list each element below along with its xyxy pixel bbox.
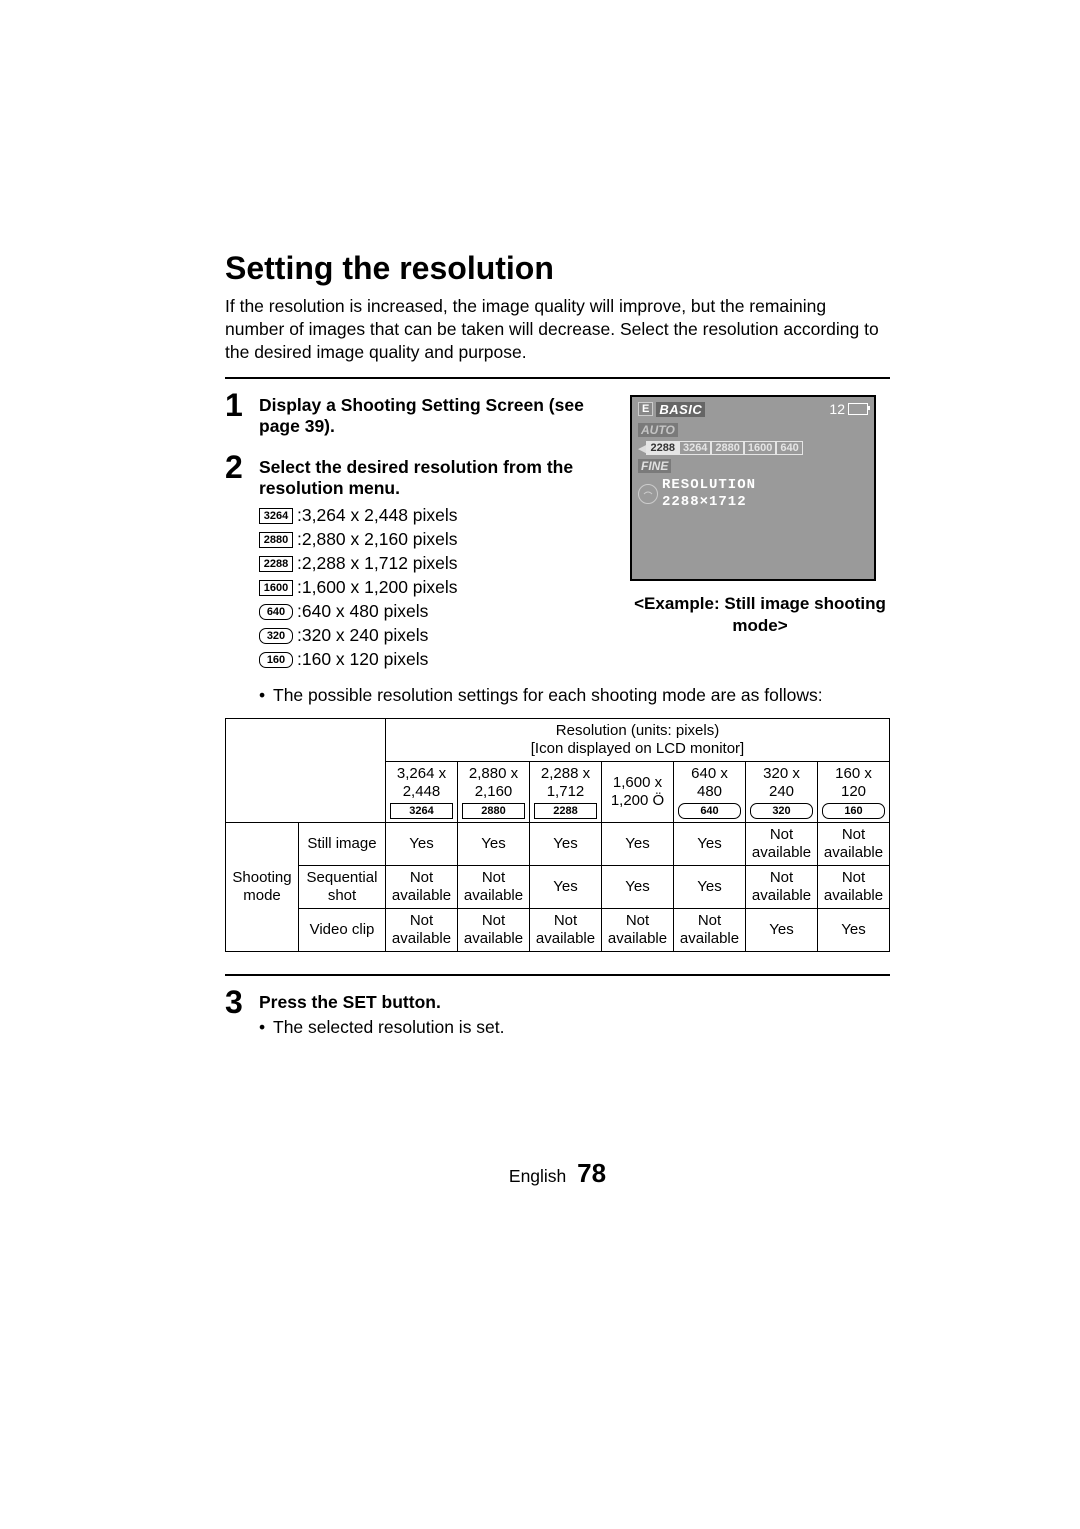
lcd-circle-icon <box>638 484 658 504</box>
resolution-label: 2,880 x 2,160 pixels <box>302 529 458 550</box>
resolution-label: 160 x 120 pixels <box>302 649 428 670</box>
table-column-header: 2,880 x2,1602880 <box>458 762 530 823</box>
resolution-label: 320 x 240 pixels <box>302 625 428 646</box>
table-column-header: 320 x240320 <box>746 762 818 823</box>
step-2-number: 2 <box>225 451 259 483</box>
lcd-resolution-chip: 1600 <box>744 441 776 455</box>
lcd-resolution-chip: 3264 <box>679 441 711 455</box>
table-cell: Yes <box>602 823 674 866</box>
lcd-resolution-label: RESOLUTION <box>662 477 756 494</box>
table-cell: Notavailable <box>530 909 602 952</box>
lcd-resolution-chip: 2880 <box>711 441 743 455</box>
resolution-icon: 2880 <box>259 532 293 548</box>
resolution-icon: 160 <box>259 652 293 668</box>
resolution-icon: 3264 <box>259 508 293 524</box>
resolution-label: 2,288 x 1,712 pixels <box>302 553 458 574</box>
lcd-resolution-value: 2288×1712 <box>662 494 756 511</box>
resolution-icon: 1600 <box>259 580 293 596</box>
table-row-label: Still image <box>299 823 386 866</box>
step-1-text: Display a Shooting Setting Screen (see p… <box>259 395 584 436</box>
table-column-header: 2,288 x1,7122288 <box>530 762 602 823</box>
resolution-label: 1,600 x 1,200 pixels <box>302 577 458 598</box>
table-cell: Yes <box>386 823 458 866</box>
step-3-sub: The selected resolution is set. <box>273 1017 505 1038</box>
bullet-text: The possible resolution settings for eac… <box>273 685 823 706</box>
table-cell: Yes <box>602 866 674 909</box>
resolution-icon: 2880 <box>462 803 525 819</box>
table-cell: Notavailable <box>602 909 674 952</box>
table-column-header: 1,600 x1,200 Ö <box>602 762 674 823</box>
table-cell: Yes <box>458 823 530 866</box>
table-cell: Yes <box>674 866 746 909</box>
resolution-label: 3,264 x 2,448 pixels <box>302 505 458 526</box>
step-3-text: Press the SET button. <box>259 992 441 1012</box>
table-row-label: Video clip <box>299 909 386 952</box>
resolution-label: 640 x 480 pixels <box>302 601 428 622</box>
table-cell: Yes <box>818 909 890 952</box>
table-cell: Notavailable <box>674 909 746 952</box>
resolution-option: 160: 160 x 120 pixels <box>259 649 610 670</box>
lcd-auto-badge: AUTO <box>638 423 678 437</box>
table-column-header: 640 x480640 <box>674 762 746 823</box>
lcd-mockup: E BASIC 12 AUTO ◀ 2288326428801600640 FI… <box>630 395 876 581</box>
resolution-option: 320: 320 x 240 pixels <box>259 625 610 646</box>
rule-top <box>225 377 890 379</box>
step-1-number: 1 <box>225 389 259 421</box>
chevron-left-icon: ◀ <box>638 442 646 455</box>
resolution-icon: 2288 <box>534 803 597 819</box>
table-cell: Notavailable <box>458 866 530 909</box>
lcd-e-badge: E <box>638 402 653 416</box>
table-row-group: Shooting mode <box>226 823 299 952</box>
table-cell: Yes <box>674 823 746 866</box>
table-cell: Notavailable <box>386 909 458 952</box>
table-cell: Yes <box>530 823 602 866</box>
resolution-icon: 640 <box>259 604 293 620</box>
resolution-option: 2288: 2,288 x 1,712 pixels <box>259 553 610 574</box>
resolution-option: 640: 640 x 480 pixels <box>259 601 610 622</box>
resolution-option: 1600: 1,600 x 1,200 pixels <box>259 577 610 598</box>
step-2-text: Select the desired resolution from the r… <box>259 457 573 498</box>
intro-text: If the resolution is increased, the imag… <box>225 295 890 363</box>
resolution-table: Resolution (units: pixels) [Icon display… <box>225 718 890 952</box>
resolution-option: 2880: 2,880 x 2,160 pixels <box>259 529 610 550</box>
bullet-icon: • <box>259 1017 273 1038</box>
page-footer: English 78 <box>225 1158 890 1189</box>
lcd-count: 12 <box>829 401 845 417</box>
resolution-icon: 2288 <box>259 556 293 572</box>
table-cell: Notavailable <box>818 823 890 866</box>
lcd-basic-badge: BASIC <box>656 402 705 417</box>
table-cell: Notavailable <box>746 823 818 866</box>
table-cell: Yes <box>530 866 602 909</box>
table-super-header: Resolution (units: pixels) [Icon display… <box>386 719 890 762</box>
table-cell: Notavailable <box>746 866 818 909</box>
table-cell: Notavailable <box>386 866 458 909</box>
lcd-resolution-chip: 2288 <box>646 441 678 455</box>
footer-page-number: 78 <box>577 1158 606 1188</box>
table-column-header: 160 x120160 <box>818 762 890 823</box>
table-column-header: 3,264 x2,4483264 <box>386 762 458 823</box>
table-cell: Notavailable <box>458 909 530 952</box>
page-title: Setting the resolution <box>225 250 890 287</box>
resolution-icon: 160 <box>822 803 885 819</box>
table-cell: Notavailable <box>818 866 890 909</box>
resolution-icon: 320 <box>750 803 813 819</box>
bullet-icon: • <box>259 685 273 706</box>
lcd-caption: <Example: Still image shooting mode> <box>630 593 890 637</box>
battery-icon <box>848 403 868 415</box>
step-3-number: 3 <box>225 986 259 1018</box>
resolution-icon: 320 <box>259 628 293 644</box>
resolution-icon: 3264 <box>390 803 453 819</box>
resolution-option: 3264: 3,264 x 2,448 pixels <box>259 505 610 526</box>
rule-bottom <box>225 974 890 976</box>
table-row-label: Sequential shot <box>299 866 386 909</box>
resolution-icon: 640 <box>678 803 741 819</box>
lcd-fine-badge: FINE <box>638 459 671 473</box>
table-cell: Yes <box>746 909 818 952</box>
footer-language: English <box>509 1166 566 1186</box>
lcd-resolution-chip: 640 <box>776 441 802 455</box>
